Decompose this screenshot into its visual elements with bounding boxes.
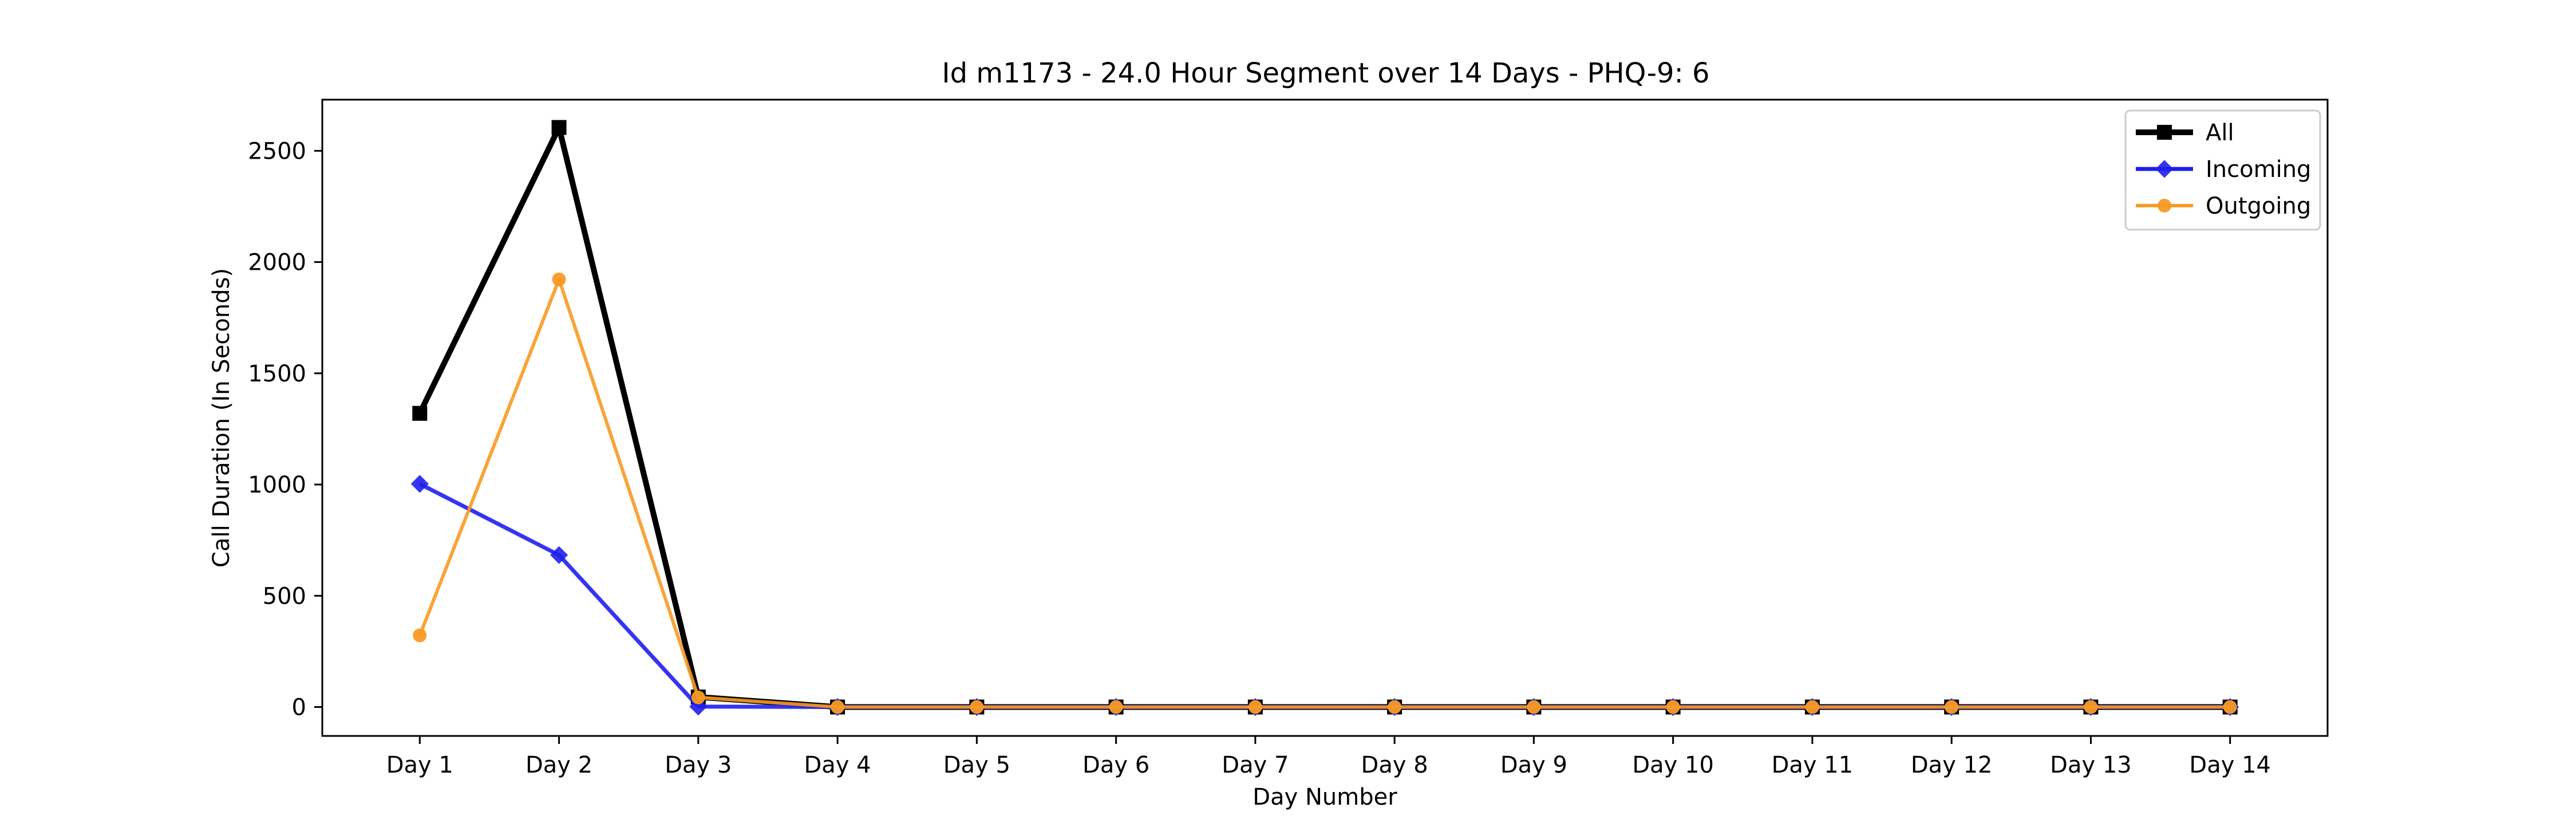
data-point-all bbox=[551, 120, 567, 135]
data-point-outgoing bbox=[1527, 700, 1541, 714]
data-point-incoming bbox=[550, 546, 568, 564]
legend-marker-all bbox=[2157, 125, 2172, 140]
x-tick-label: Day 5 bbox=[943, 752, 1010, 778]
data-point-outgoing bbox=[413, 628, 427, 643]
data-point-incoming bbox=[410, 475, 429, 493]
chart-title: Id m1173 - 24.0 Hour Segment over 14 Day… bbox=[942, 57, 1709, 89]
x-tick-label: Day 1 bbox=[386, 752, 453, 778]
data-point-outgoing bbox=[1805, 700, 1819, 714]
data-point-outgoing bbox=[2223, 700, 2237, 714]
legend-box bbox=[2124, 109, 2321, 231]
series-all bbox=[412, 120, 2238, 715]
data-point-outgoing bbox=[1248, 700, 1262, 714]
data-point-outgoing bbox=[1109, 700, 1123, 714]
x-tick-label: Day 2 bbox=[526, 752, 592, 778]
x-tick-label: Day 4 bbox=[804, 752, 871, 778]
legend-label-all: All bbox=[2206, 120, 2234, 146]
y-tick-label: 0 bbox=[292, 695, 306, 721]
series-incoming bbox=[410, 475, 2239, 716]
legend-label-incoming: Incoming bbox=[2206, 156, 2311, 183]
x-tick-label: Day 12 bbox=[1911, 752, 1993, 778]
data-point-outgoing bbox=[691, 690, 705, 704]
series-outgoing bbox=[413, 272, 2237, 714]
y-axis-label: Call Duration (In Seconds) bbox=[208, 268, 235, 568]
legend-label-outgoing: Outgoing bbox=[2206, 193, 2311, 219]
y-tick-label: 500 bbox=[263, 583, 306, 609]
x-tick-label: Day 13 bbox=[2050, 752, 2132, 778]
y-tick-label: 2500 bbox=[248, 138, 306, 164]
x-tick-label: Day 11 bbox=[1772, 752, 1854, 778]
legend-marker-outgoing bbox=[2158, 199, 2171, 212]
y-tick-label: 2000 bbox=[248, 250, 306, 276]
data-point-outgoing bbox=[970, 700, 984, 714]
y-tick-label: 1000 bbox=[248, 472, 306, 498]
data-point-all bbox=[412, 405, 428, 421]
legend: All Incoming Outgoing bbox=[2124, 109, 2321, 231]
x-tick-label: Day 7 bbox=[1222, 752, 1289, 778]
x-tick-label: Day 8 bbox=[1361, 752, 1428, 778]
series-line-all bbox=[417, 124, 2230, 710]
series-line-outgoing bbox=[418, 277, 2230, 709]
y-tick-label: 1500 bbox=[248, 361, 306, 387]
x-tick-label: Day 3 bbox=[665, 752, 732, 778]
x-tick-label: Day 14 bbox=[2189, 752, 2271, 778]
legend-marker-incoming bbox=[2155, 160, 2174, 178]
x-axis-label: Day Number bbox=[1253, 784, 1397, 810]
data-point-outgoing bbox=[2084, 700, 2098, 714]
data-point-outgoing bbox=[1666, 700, 1680, 714]
data-point-outgoing bbox=[1388, 700, 1402, 714]
data-point-outgoing bbox=[552, 272, 566, 286]
x-tick-label: Day 10 bbox=[1632, 752, 1714, 778]
data-point-outgoing bbox=[831, 700, 845, 714]
data-point-outgoing bbox=[1945, 700, 1959, 714]
plot-frame bbox=[321, 99, 2329, 737]
x-tick-label: Day 9 bbox=[1500, 752, 1567, 778]
x-tick-label: Day 6 bbox=[1082, 752, 1149, 778]
